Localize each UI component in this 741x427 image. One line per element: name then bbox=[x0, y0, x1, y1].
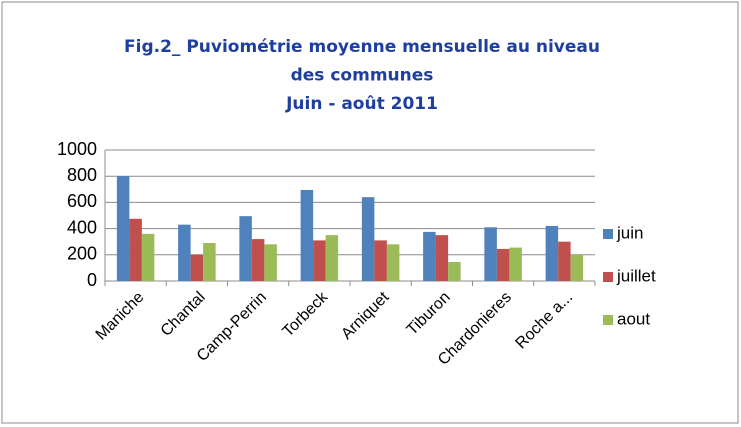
bar bbox=[178, 224, 191, 281]
legend-swatch bbox=[603, 229, 613, 239]
legend-swatch bbox=[603, 315, 613, 325]
legend-swatch bbox=[603, 272, 613, 282]
y-tick-label: 600 bbox=[67, 191, 97, 211]
bar bbox=[448, 262, 461, 281]
bar bbox=[116, 176, 130, 281]
bar bbox=[141, 233, 155, 281]
bar bbox=[300, 189, 314, 281]
bar bbox=[423, 231, 436, 281]
bar bbox=[570, 254, 584, 281]
bar bbox=[545, 225, 559, 281]
y-tick-label: 1000 bbox=[57, 139, 97, 159]
chart-title: Fig.2_ Puviométrie moyenne mensuelle au … bbox=[124, 37, 600, 57]
legend-label: aout bbox=[617, 309, 650, 328]
bar bbox=[374, 240, 387, 281]
bar bbox=[313, 240, 326, 281]
bar bbox=[361, 197, 375, 281]
bar bbox=[264, 244, 277, 281]
chart-title: des communes bbox=[291, 66, 434, 86]
bar bbox=[484, 227, 497, 281]
bar bbox=[496, 248, 510, 281]
bar bbox=[435, 235, 449, 281]
y-tick-label: 0 bbox=[87, 270, 97, 290]
legend-label: juin bbox=[616, 223, 643, 242]
y-tick-label: 400 bbox=[67, 217, 97, 237]
y-tick-label: 800 bbox=[67, 165, 97, 185]
bar bbox=[129, 218, 142, 281]
bar bbox=[558, 241, 571, 281]
bar bbox=[239, 216, 252, 281]
chart-title: Juin - août 2011 bbox=[285, 94, 438, 114]
bar bbox=[203, 243, 216, 281]
legend-label: juillet bbox=[616, 266, 656, 285]
bar bbox=[386, 244, 400, 281]
bar bbox=[251, 239, 265, 281]
bar bbox=[509, 247, 522, 281]
bar bbox=[190, 254, 204, 281]
y-tick-label: 200 bbox=[67, 244, 97, 264]
bar bbox=[325, 235, 339, 281]
